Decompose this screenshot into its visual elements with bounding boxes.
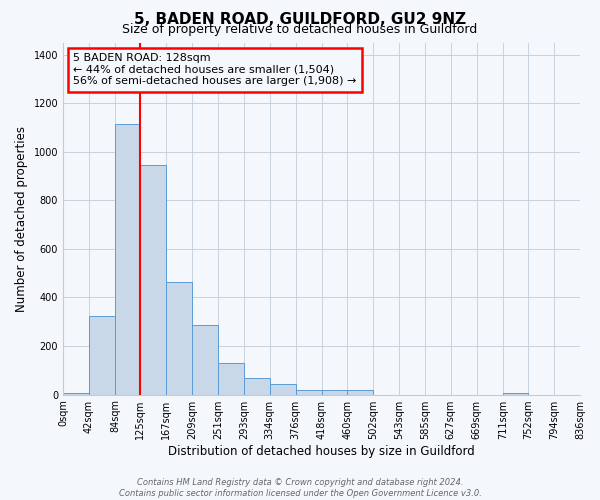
Text: 5 BADEN ROAD: 128sqm
← 44% of detached houses are smaller (1,504)
56% of semi-de: 5 BADEN ROAD: 128sqm ← 44% of detached h… — [73, 53, 357, 86]
Bar — [140, 164, 166, 394]
Bar — [115, 124, 140, 394]
Bar — [192, 326, 218, 394]
Bar — [244, 378, 269, 394]
Bar — [89, 316, 115, 394]
Bar — [347, 390, 373, 394]
Bar — [322, 390, 347, 394]
Text: Size of property relative to detached houses in Guildford: Size of property relative to detached ho… — [122, 22, 478, 36]
X-axis label: Distribution of detached houses by size in Guildford: Distribution of detached houses by size … — [168, 444, 475, 458]
Bar — [296, 390, 322, 394]
Text: 5, BADEN ROAD, GUILDFORD, GU2 9NZ: 5, BADEN ROAD, GUILDFORD, GU2 9NZ — [134, 12, 466, 28]
Bar — [218, 363, 244, 394]
Text: Contains HM Land Registry data © Crown copyright and database right 2024.
Contai: Contains HM Land Registry data © Crown c… — [119, 478, 481, 498]
Y-axis label: Number of detached properties: Number of detached properties — [15, 126, 28, 312]
Bar — [269, 384, 296, 394]
Bar — [166, 282, 192, 395]
